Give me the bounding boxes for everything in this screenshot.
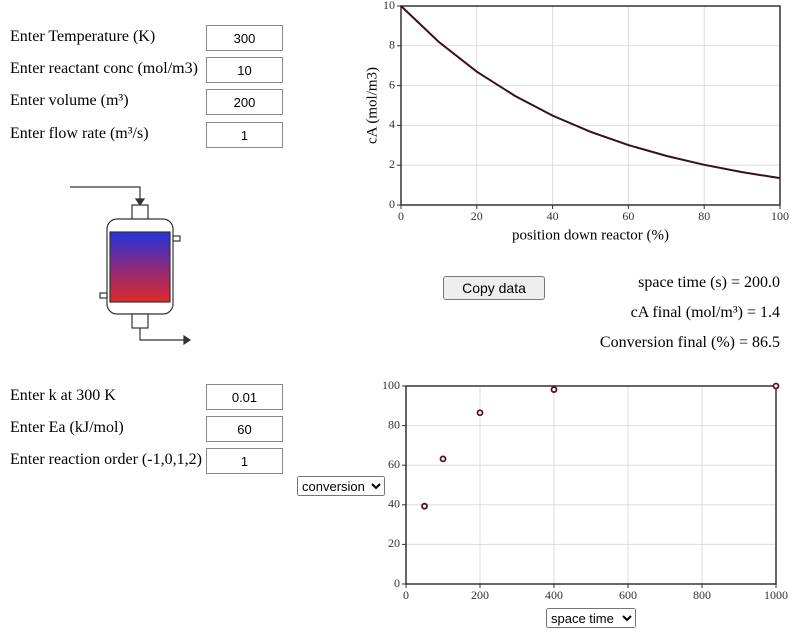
plot-frame xyxy=(405,385,777,585)
x-tick-label: 0 xyxy=(403,588,409,602)
x-tick-label: 600 xyxy=(619,588,637,602)
y-axis-label: cA (mol/m3) xyxy=(364,67,380,144)
number-input[interactable] xyxy=(206,384,283,410)
y-tick-label: 80 xyxy=(388,417,400,431)
y-tick-label: 60 xyxy=(388,457,400,471)
x-tick-label: 0 xyxy=(398,209,404,223)
data-line xyxy=(400,5,781,180)
data-point xyxy=(772,382,780,390)
input-label: Enter reaction order (-1,0,1,2) xyxy=(10,451,202,468)
x-tick-label: 1000 xyxy=(764,588,788,602)
y-tick-label: 6 xyxy=(389,77,395,91)
result-text: cA final (mol/m³) = 1.4 xyxy=(630,304,780,321)
data-point xyxy=(550,386,558,393)
y-variable-select[interactable]: conversion xyxy=(297,476,385,496)
y-tick-label: 10 xyxy=(383,0,395,12)
data-point xyxy=(421,502,428,510)
input-label: Enter volume (m³) xyxy=(10,92,129,109)
number-input[interactable] xyxy=(206,25,283,51)
input-label: Enter flow rate (m³/s) xyxy=(10,125,149,142)
result-text: Conversion final (%) = 86.5 xyxy=(599,334,780,351)
data-point xyxy=(439,455,447,463)
number-input[interactable] xyxy=(206,122,283,148)
x-tick-label: 400 xyxy=(545,588,563,602)
data-point xyxy=(476,409,484,417)
chart: 0 200 400 600 800 1000 0 20 40 60 80 100 xyxy=(382,378,788,602)
number-input[interactable] xyxy=(206,448,283,474)
y-tick-label: 8 xyxy=(389,38,395,52)
y-tick-label: 2 xyxy=(389,157,395,171)
x-tick-label: 80 xyxy=(698,209,710,223)
x-tick-label: 20 xyxy=(471,209,483,223)
input-label: Enter Ea (kJ/mol) xyxy=(10,419,124,436)
y-tick-label: 20 xyxy=(388,536,400,550)
x-tick-label: 800 xyxy=(693,588,711,602)
x-tick-label: 100 xyxy=(771,209,789,223)
x-axis-label: position down reactor (%) xyxy=(512,227,669,243)
result-text: space time (s) = 200.0 xyxy=(638,274,780,291)
y-tick-label: 0 xyxy=(394,576,400,590)
input-label: Enter reactant conc (mol/m3) xyxy=(10,60,198,77)
y-tick-label: 4 xyxy=(389,117,395,131)
number-input[interactable] xyxy=(206,416,283,442)
plot-frame xyxy=(400,5,781,206)
x-tick-label: 200 xyxy=(471,588,489,602)
input-label: Enter k at 300 K xyxy=(10,387,116,404)
reactor-diagram xyxy=(70,186,192,346)
x-tick-label: 60 xyxy=(622,209,634,223)
y-tick-label: 0 xyxy=(389,197,395,211)
y-tick-label: 40 xyxy=(388,497,400,511)
number-input[interactable] xyxy=(206,89,283,115)
x-variable-select[interactable]: space time xyxy=(546,608,636,628)
chart: 0 20 40 60 80 100 0 2 4 6 8 10 position down reactor… xyxy=(364,0,789,243)
number-input[interactable] xyxy=(206,57,283,83)
y-tick-label: 100 xyxy=(382,378,400,392)
x-tick-label: 40 xyxy=(547,209,559,223)
copy-data-button[interactable]: Copy data xyxy=(443,276,545,300)
input-label: Enter Temperature (K) xyxy=(10,28,156,45)
